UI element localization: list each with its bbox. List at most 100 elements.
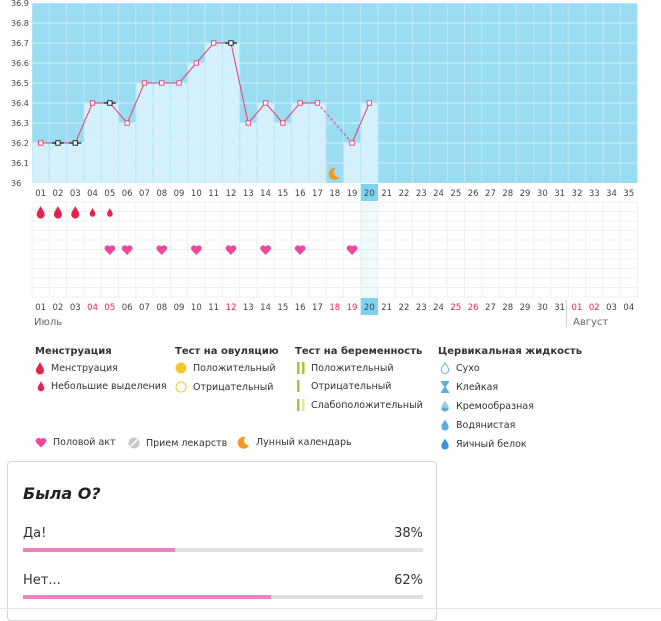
- y-tick-label: 36.7: [11, 39, 29, 48]
- blood-drop-icon: [36, 362, 44, 375]
- double-bar-icon: [297, 362, 305, 374]
- legend-ovulation-negative: Отрицательный: [175, 381, 273, 393]
- small-drop-icon: [37, 381, 45, 392]
- temperature-bar: [49, 143, 67, 183]
- legend-cervical-watery: Водянистая: [440, 419, 515, 431]
- day-number: 34: [606, 189, 617, 199]
- day-number: 33: [589, 189, 600, 199]
- legend-pregnancy-weak: Слабоположительный: [297, 399, 423, 411]
- blood-drop-icon: [36, 206, 45, 219]
- date-number: 10: [191, 303, 202, 313]
- moon-icon: [237, 436, 249, 449]
- date-number: 23: [416, 303, 427, 313]
- data-point: [297, 100, 303, 106]
- day-number: 12: [226, 189, 237, 199]
- single-bar-icon: [297, 380, 300, 392]
- day-number: 16: [295, 189, 306, 199]
- temperature-bar: [188, 63, 205, 183]
- blood-drop-icon: [53, 206, 62, 219]
- heart-icon: [294, 245, 306, 255]
- hourglass-icon: [441, 381, 449, 393]
- day-number: 27: [485, 189, 496, 199]
- weak-bar-icon: [297, 399, 305, 411]
- poll-progress-fill: [23, 548, 175, 552]
- current-day-highlight: [360, 184, 378, 201]
- temperature-line: [351, 102, 370, 144]
- day-number: 30: [537, 189, 548, 199]
- temperature-bar: [205, 43, 222, 183]
- day-number: 02: [53, 189, 64, 199]
- day-number: 11: [208, 189, 219, 199]
- legend-cervical-eggwhite: Яичный белок: [440, 438, 527, 450]
- poll-card: Была О? Да! 38% Нет... 62%: [7, 461, 437, 621]
- legend-cervical-creamy: Кремообразная: [440, 400, 534, 412]
- date-number: 02: [589, 303, 600, 313]
- date-number: 11: [208, 303, 219, 313]
- heart-icon: [104, 245, 116, 255]
- day-number: 26: [468, 189, 479, 199]
- day-number: 15: [277, 189, 288, 199]
- date-number: 03: [70, 303, 81, 313]
- date-number: 19: [347, 303, 358, 313]
- day-number: 06: [122, 189, 133, 199]
- date-number: 27: [485, 303, 496, 313]
- date-number: 18: [329, 303, 340, 313]
- month-label-august: Август: [573, 317, 608, 328]
- legend-lunar: Лунный календарь: [237, 436, 352, 449]
- temperature-bar: [222, 43, 240, 183]
- day-number: 07: [139, 189, 150, 199]
- date-number: 21: [381, 303, 392, 313]
- data-point: [314, 100, 321, 106]
- date-number: 17: [312, 303, 323, 313]
- half-drop-icon: [441, 400, 449, 412]
- data-point: [55, 140, 61, 146]
- legend-medication: Прием лекарств: [128, 437, 227, 449]
- temperature-bar: [292, 103, 309, 183]
- heart-icon: [35, 437, 47, 448]
- data-point: [193, 60, 199, 66]
- temperature-bar: [101, 103, 118, 183]
- date-number: 30: [537, 303, 548, 313]
- legend-pregnancy-title: Тест на беременность: [295, 346, 423, 357]
- moon-icon: [328, 167, 340, 180]
- heart-icon: [121, 245, 133, 255]
- day-number: 19: [347, 189, 358, 199]
- date-number: 09: [174, 303, 185, 313]
- temperature-bar: [274, 123, 291, 183]
- bbt-chart: 36 36.1 36.2 36.3 36.4 36.5 36.6 36.7 36.8 36.9 0…: [11, 0, 638, 328]
- temperature-bar: [153, 83, 170, 183]
- day-number: 05: [104, 189, 115, 199]
- day-number: 17: [312, 189, 323, 199]
- legend-ovulation-positive: Положительный: [175, 362, 276, 374]
- date-number: 06: [122, 303, 133, 313]
- date-number: 25: [450, 303, 461, 313]
- day-number: 28: [502, 189, 513, 199]
- day-number: 23: [416, 189, 427, 199]
- legend-cervical-sticky: Клейкая: [440, 381, 498, 393]
- legend-pregnancy-negative: Отрицательный: [297, 380, 391, 392]
- legend-intercourse: Половой акт: [35, 437, 116, 448]
- heart-icon: [260, 245, 271, 255]
- poll-progress-track: [23, 548, 423, 552]
- day-number: 10: [191, 189, 202, 199]
- temperature-bar: [361, 103, 378, 183]
- data-point: [72, 140, 78, 146]
- poll-option-label: Нет...: [23, 573, 61, 588]
- data-point: [262, 100, 269, 106]
- data-point: [228, 40, 234, 46]
- y-tick-label: 36.4: [11, 99, 29, 108]
- date-number: 02: [53, 303, 64, 313]
- y-tick-label: 36: [11, 179, 21, 188]
- data-point: [280, 120, 286, 126]
- y-tick-label: 36.1: [11, 159, 29, 168]
- legend-menstruation-title: Менструация: [35, 346, 112, 357]
- legend-cervical-dry: Сухо: [440, 362, 480, 374]
- date-number: 08: [156, 303, 167, 313]
- y-tick-label: 36.8: [11, 19, 29, 28]
- heart-icon: [156, 245, 168, 255]
- legend-cervical-title: Цервикальная жидкость: [438, 346, 583, 357]
- blood-drop-icon: [89, 208, 96, 217]
- blood-drop-icon: [71, 206, 80, 219]
- data-point: [89, 100, 96, 106]
- y-tick-label: 36.9: [11, 0, 29, 8]
